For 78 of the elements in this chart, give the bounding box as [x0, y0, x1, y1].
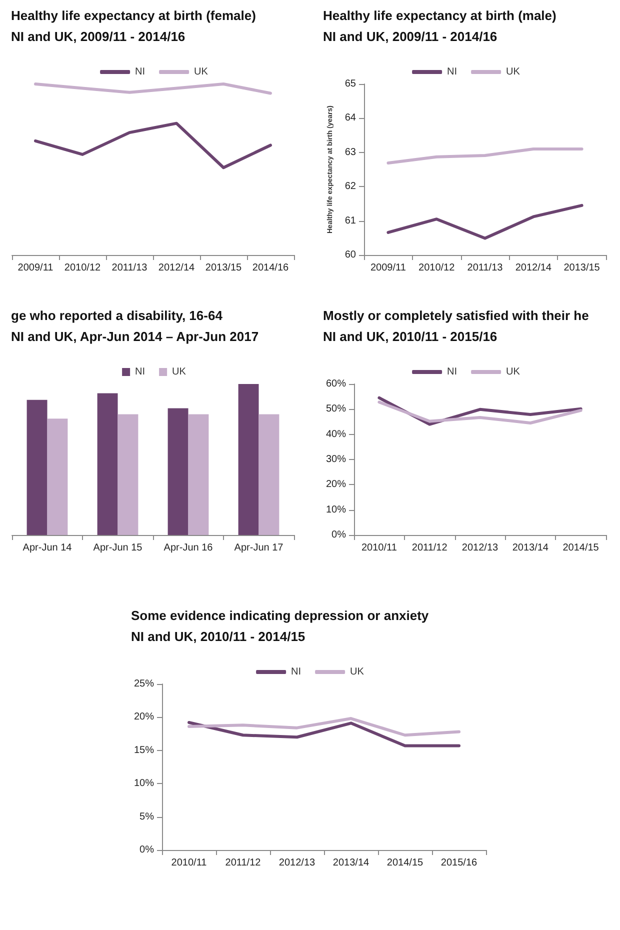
x-tick-label: 2013/14 [512, 542, 549, 554]
y-tick-label: 60 [344, 250, 356, 260]
x-tick-label: 2009/11 [18, 262, 54, 274]
x-tick-label: 2011/13 [112, 262, 148, 274]
x-tick-label: 2010/12 [64, 262, 102, 274]
chart-subtitle: NI and UK, Apr-Jun 2014 – Apr-Jun 2017 [11, 329, 259, 344]
y-tick-label: 0% [332, 530, 346, 540]
x-tick-label: 2013/15 [205, 262, 242, 274]
legend-label: NI [291, 666, 302, 678]
y-tick-label: 50% [326, 404, 346, 415]
line-series [188, 717, 460, 737]
line-series [386, 147, 584, 164]
y-tick-label: 20% [326, 479, 346, 490]
x-tick-label: 2012/14 [515, 262, 552, 274]
x-tick-label: 2013/15 [564, 262, 600, 274]
x-tick-label: 2010/12 [418, 262, 456, 274]
x-tick-label: Apr-Jun 17 [234, 542, 284, 554]
x-tick-label: 2012/13 [462, 542, 499, 554]
x-tick-label: 2013/14 [332, 858, 370, 868]
y-tick-label: 15% [134, 744, 154, 756]
chart-subtitle: NI and UK, 2010/11 - 2014/15 [131, 629, 306, 644]
y-tick-label: 0% [140, 844, 154, 856]
chart-title: Mostly or completely satisfied with their he [323, 308, 589, 323]
x-tick-label: Apr-Jun 15 [93, 542, 143, 554]
bar [168, 408, 188, 535]
chart-title: ge who reported a disability, 16-64 [11, 308, 224, 323]
chart-title: Healthy life expectancy at birth (female) [11, 8, 256, 23]
chart-title: Some evidence indicating depression or anxiety [131, 608, 430, 623]
x-tick-label: 2011/13 [467, 262, 504, 274]
line-series [188, 721, 460, 748]
chart-subtitle: NI and UK, 2009/11 - 2014/16 [323, 29, 498, 44]
bar [258, 414, 280, 535]
legend-label: UK [506, 366, 520, 378]
bar [118, 414, 138, 535]
y-tick-label: 20% [134, 712, 154, 723]
y-tick-label: 60% [326, 378, 346, 390]
y-tick-label: 30% [326, 454, 346, 465]
legend-label: UK [506, 66, 520, 78]
y-tick-label: 5% [140, 811, 154, 822]
x-tick-label: 2010/11 [361, 542, 398, 554]
chart-subtitle: NI and UK, 2009/11 - 2014/16 [11, 29, 186, 44]
y-tick-label: 40% [326, 428, 346, 440]
x-tick-label: 2011/12 [412, 542, 448, 554]
legend-label: UK [194, 66, 208, 78]
line-series [386, 204, 584, 240]
x-tick-label: 2012/13 [278, 858, 316, 868]
y-tick-label: 64 [344, 112, 356, 124]
y-tick-label: 61 [344, 215, 356, 226]
bar [26, 400, 48, 535]
y-tick-label: 63 [344, 146, 356, 158]
y-tick-label: 10% [326, 504, 346, 516]
y-tick-label: 25% [134, 678, 154, 690]
bar [97, 393, 118, 535]
legend-label: UK [350, 666, 364, 678]
x-tick-label: 2014/16 [252, 262, 290, 274]
y-tick-label: 62 [344, 181, 356, 192]
chart-title: Healthy life expectancy at birth (male) [323, 8, 556, 23]
y-tick-label: 65 [344, 78, 356, 90]
chart-subtitle: NI and UK, 2010/11 - 2015/16 [323, 329, 498, 344]
legend-label: UK [172, 366, 186, 378]
legend-label: NI [135, 66, 146, 78]
x-tick-label: 2009/11 [370, 262, 406, 274]
x-tick-label: 2010/11 [171, 858, 208, 868]
x-tick-label: 2014/15 [562, 542, 600, 554]
bar [238, 384, 259, 535]
x-tick-label: 2011/12 [225, 858, 262, 868]
x-tick-label: Apr-Jun 14 [22, 542, 72, 554]
bar [47, 418, 68, 535]
x-tick-label: 2012/14 [158, 262, 196, 274]
legend-label: NI [447, 66, 458, 78]
x-tick-label: Apr-Jun 16 [164, 542, 214, 554]
legend-label: NI [447, 366, 458, 378]
y-tick-label: 10% [134, 778, 154, 790]
x-tick-label: 2015/16 [440, 858, 478, 868]
legend-label: NI [135, 366, 146, 378]
line-series [378, 400, 582, 425]
bar [188, 414, 209, 535]
x-tick-label: 2014/15 [386, 858, 424, 868]
